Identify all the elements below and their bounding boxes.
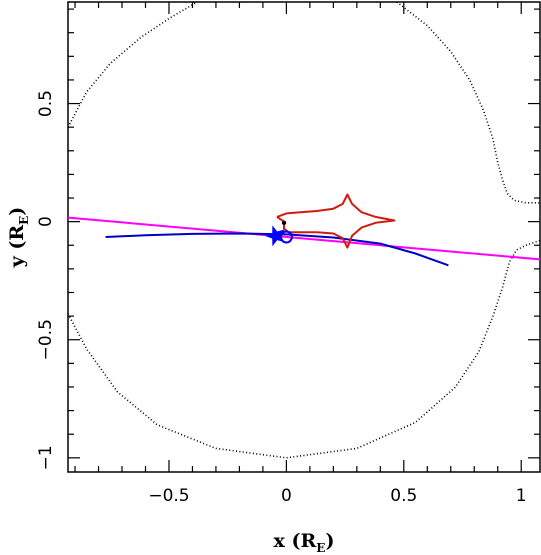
x-tick-label: −0.5	[148, 486, 189, 506]
marker-star	[264, 225, 285, 247]
x-tick-label: 1	[516, 486, 527, 506]
plot-frame	[67, 1, 541, 473]
series-line-4	[67, 216, 541, 261]
y-tick-label: −0.5	[36, 319, 56, 360]
x-tick-label: 0	[281, 486, 292, 506]
series-line-5	[105, 232, 449, 267]
y-tick-label: −1	[36, 445, 56, 470]
y-tick-label: 0.5	[36, 90, 56, 117]
series-line-2	[67, 239, 541, 459]
series-line-6	[276, 193, 396, 249]
series-line-3	[396, 1, 540, 204]
x-axis-title: x (RE)	[274, 530, 335, 555]
marker-layer	[264, 220, 293, 247]
tick-layer: −0.5 0 0.5 1 −1 −0.5 0 0.5	[36, 2, 540, 506]
y-axis-title: y (RE)	[6, 207, 31, 269]
y-tick-label: 0	[36, 216, 56, 227]
marker-dot	[281, 220, 287, 226]
series-layer	[67, 1, 541, 459]
series-line-1	[67, 1, 198, 128]
x-tick-label: 0.5	[390, 486, 417, 506]
